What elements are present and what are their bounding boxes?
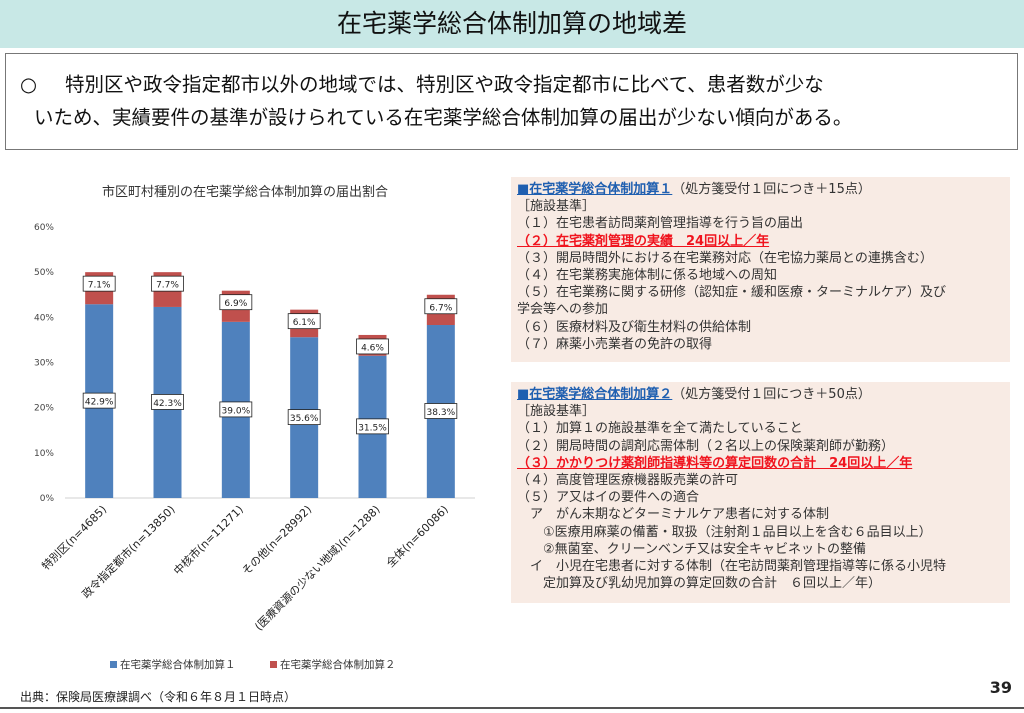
page-title: 在宅薬学総合体制加算の地域差 [0,0,1024,48]
legend-item-2: 在宅薬学総合体制加算２ [270,657,396,672]
panel2-title: ■在宅薬学総合体制加算２ [517,387,673,402]
y-tick-label: 20% [34,404,54,414]
panel1-line: ［施設基準］ [517,199,596,215]
x-tick-label: 全体(n=60086) [383,502,451,570]
summary-line-2: いため、実績要件の基準が設けられている在宅薬学総合体制加算の届出が少ない傾向があ… [34,106,853,129]
panel2-line: ①医療用麻薬の備蓄・取扱（注射剤１品目以上を含む６品目以上） [517,524,932,540]
data-label: 4.6% [361,343,384,353]
panel2-highlight: （３）かかりつけ薬剤師指導料等の算定回数の合計 24回以上／年 [517,455,913,471]
panel1-line: 学会等への参加 [517,302,609,318]
chart-title: 市区町村種別の在宅薬学総合体制加算の届出割合 [102,184,388,200]
data-label: 42.9% [85,398,114,408]
y-tick-label: 40% [34,313,54,323]
data-label-box [356,418,389,435]
panel1-note: （処方箋受付１回につき＋15点） [672,182,871,197]
panel2-line: ア がん末期などターミナルケア患者に対する体制 [517,507,830,523]
panel-addition-2: ■在宅薬学総合体制加算２（処方箋受付１回につき＋50点） ［施設基準］ （１）加… [511,382,1010,603]
panel1-line: （７）麻薬小売業者の免許の取得 [517,336,713,352]
panel1-line: （５）在宅業務に関する研修（認知症・緩和医療・ターミナルケア）及び [517,285,947,301]
data-label-box [82,275,116,292]
panel2-line: ［施設基準］ [517,404,596,420]
panel2-line: （５）ア又はイの要件への適合 [517,490,700,506]
summary-text-1: 特別区や政令指定都市以外の地域では、特別区や政令指定都市に比べて、患者数が少な [65,73,824,96]
x-tick-label: (医療資源の少ない地域)(n=1288) [252,502,383,633]
panel2-line: 定加算及び乳幼児加算の算定回数の合計 ６回以上／年） [517,576,882,592]
y-tick-label: 0% [40,494,55,504]
x-tick-label: 中核市(n=11271) [170,502,245,577]
data-label: 6.9% [224,299,247,309]
y-tick-label: 60% [34,223,54,233]
panel1-line: （１）在宅患者訪問薬剤管理指導を行う旨の届出 [517,216,804,232]
data-label-box [287,409,321,426]
panel2-line: イ 小児在宅患者に対する体制（在宅訪問薬剤管理指導等に係る小児特 [517,559,947,575]
panel2-line: （２）開局時間の調剤応需体制（２名以上の保険薬剤師が勤務） [517,438,895,454]
panel2-line: ②無菌室、クリーンベンチ又は安全キャビネットの整備 [517,541,867,557]
chart-svg: 市区町村種別の在宅薬学総合体制加算の届出割合 0% 10% 20% 30% 40% 50% 6… [34,184,475,633]
data-label-box [424,403,458,419]
data-label: 39.0% [222,406,251,416]
data-label-box [424,298,458,315]
summary-box: ○ 特別区や政令指定都市以外の地域では、特別区や政令指定都市に比べて、患者数が少な… [5,53,1018,150]
y-tick-label: 30% [34,359,54,369]
legend-label: 在宅薬学総合体制加算２ [280,659,396,671]
summary-line-1: ○ 特別区や政令指定都市以外の地域では、特別区や政令指定都市に比べて、患者数が少な [20,68,1007,101]
panel-addition-1: ■在宅薬学総合体制加算１（処方箋受付１回につき＋15点） ［施設基準］ （１）在… [511,177,1010,362]
data-label-box [82,392,116,409]
data-label-box [151,275,184,292]
data-label: 7.7% [156,281,179,291]
divider [0,707,1024,709]
legend-swatch [110,661,117,668]
data-label-box [219,294,253,311]
legend-swatch [270,661,277,668]
data-label-box [356,338,389,355]
panel2-note: （処方箋受付１回につき＋50点） [672,387,871,402]
data-label: 6.1% [293,318,316,328]
panel1-line: （６）医療材料及び衛生材料の供給体制 [517,319,752,335]
data-label: 35.6% [290,414,319,424]
stacked-bar-chart: 市区町村種別の在宅薬学総合体制加算の届出割合 0% 10% 20% 30% 40% 50% 6… [10,170,480,690]
panel2-line: （１）加算１の施設基準を全て満たしていること [517,421,803,437]
data-label-box [287,313,321,330]
bullet-icon: ○ [20,73,38,96]
y-tick-label: 50% [34,268,54,278]
data-label: 6.7% [429,303,452,313]
data-label: 7.1% [88,281,111,291]
y-tick-label: 10% [34,449,54,459]
panel1-line: （４）在宅業務実施体制に係る地域への周知 [517,268,778,284]
data-label: 42.3% [153,399,182,409]
data-label: 31.5% [358,423,387,433]
data-label: 38.3% [427,408,456,418]
x-tick-label: 特別区(n=4685) [39,502,110,573]
panel1-title: ■在宅薬学総合体制加算１ [517,182,673,197]
panel1-highlight: （２）在宅薬剤管理の実績 24回以上／年 [517,233,770,249]
source-note: 出典：保険局医療課調べ（令和６年８月１日時点） [20,690,297,704]
x-tick-label: その他(n=28992) [240,503,315,578]
data-label-box [151,394,184,410]
legend-item-1: 在宅薬学総合体制加算１ [110,657,236,672]
page-number: 39 [989,678,1012,697]
legend-label: 在宅薬学総合体制加算１ [120,659,236,671]
panel2-line: （４）高度管理医療機器販売業の許可 [517,473,739,489]
data-label-box [219,401,253,418]
panel1-line: （３）開局時間外における在宅業務対応（在宅協力薬局との連携含む） [517,250,933,266]
